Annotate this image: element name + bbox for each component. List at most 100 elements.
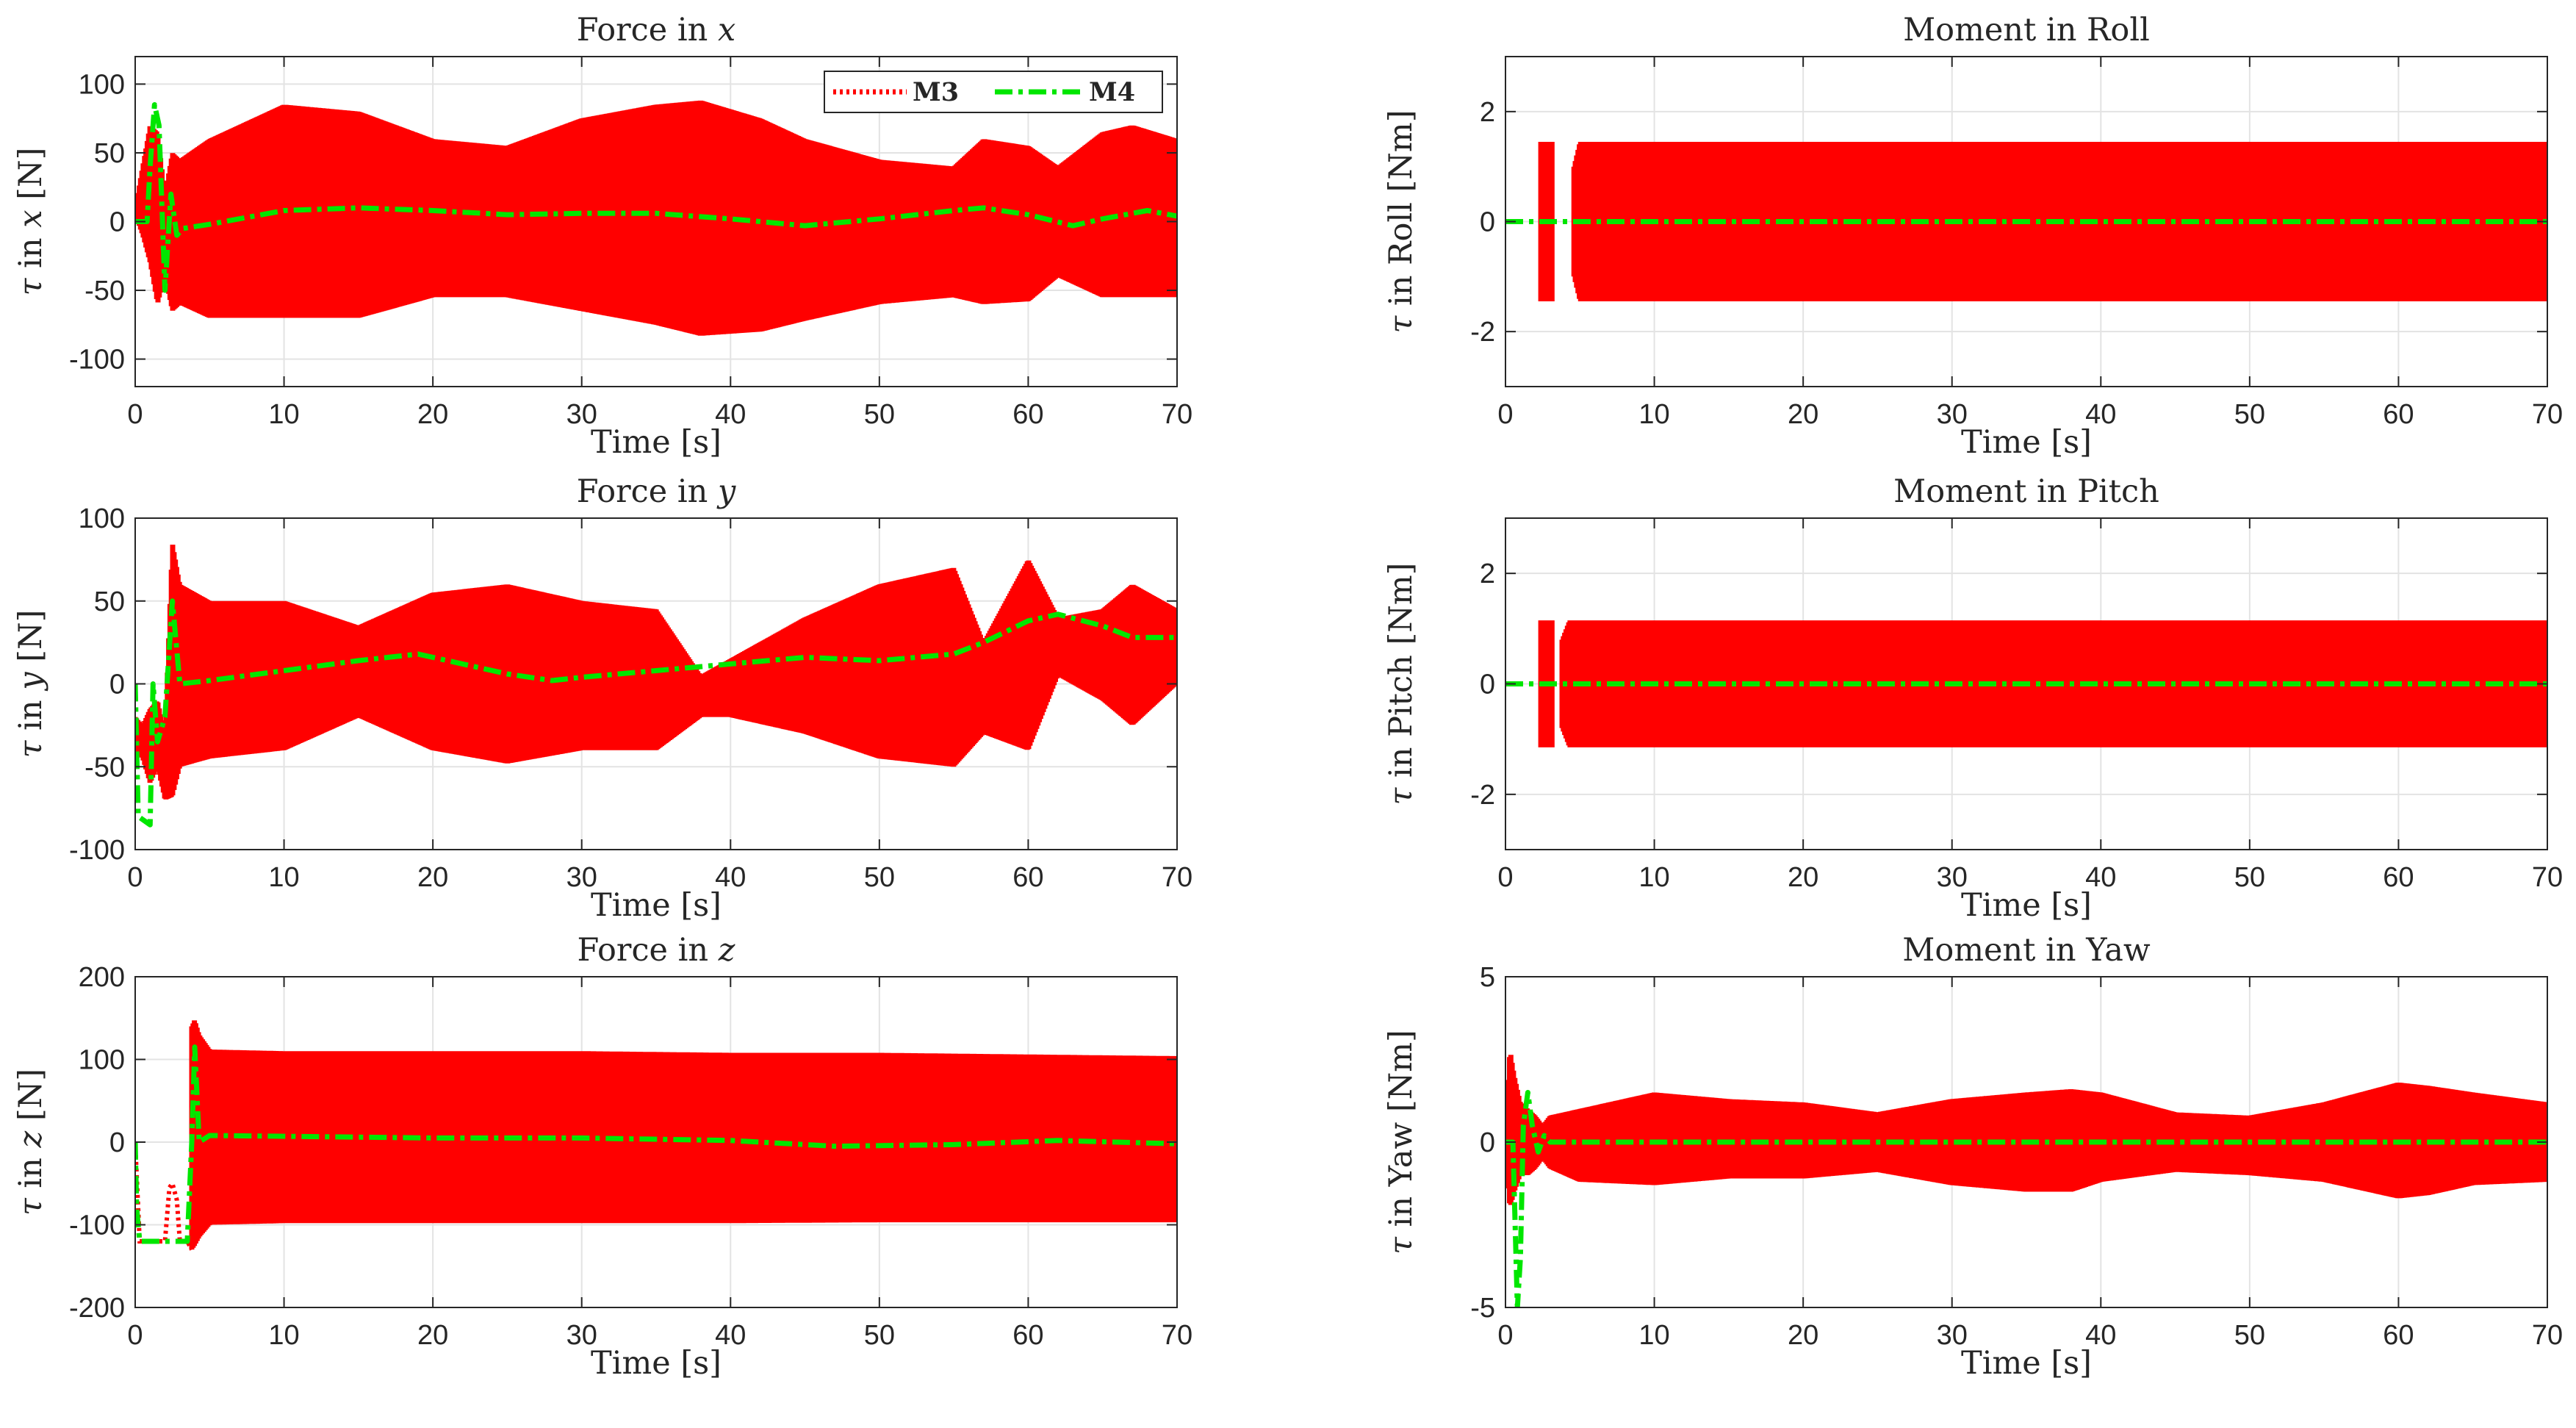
chart-fy: 0 10 20 30 40 50 60 70 -100 -50 0 50 100 Force in y Ti… [12, 473, 1192, 924]
x-tick-label: 50 [2234, 1320, 2265, 1351]
x-tick-label: 40 [2085, 1320, 2116, 1351]
x-tick-label: 0 [127, 862, 143, 893]
y-tick-label: 50 [94, 586, 125, 617]
x-tick-label: 50 [864, 1320, 895, 1351]
x-tick-label: 10 [1638, 862, 1669, 893]
y-axis-label: τ in Pitch [Nm] [1383, 563, 1420, 806]
x-tick-label: 20 [417, 1320, 448, 1351]
chart-fz: 0 10 20 30 40 50 60 70 -200 -100 0 100 200 Force in z… [12, 932, 1192, 1382]
chart-title: Moment in Roll [1903, 12, 2150, 49]
x-tick-label: 70 [2532, 862, 2563, 893]
x-tick-label: 10 [268, 1320, 299, 1351]
x-tick-label: 50 [864, 399, 895, 430]
x-axis-label: Time [s] [591, 887, 722, 924]
x-tick-label: 60 [1012, 399, 1043, 430]
chart-title: Force in x [577, 12, 736, 49]
series-M4-line [1505, 1090, 2547, 1307]
x-tick-label: 40 [715, 1320, 746, 1351]
x-tick-label: 60 [2383, 862, 2414, 893]
y-tick-label: -100 [69, 835, 125, 866]
y-tick-label: -50 [84, 752, 125, 783]
plot-series [1505, 620, 2547, 747]
y-tick-label: 200 [79, 962, 125, 993]
x-tick-label: 70 [1162, 862, 1192, 893]
x-tick-label: 60 [2383, 399, 2414, 430]
x-tick-label: 10 [1638, 1320, 1669, 1351]
series-M4-line [135, 102, 1177, 293]
x-axis-label: Time [s] [1961, 1345, 2092, 1382]
x-tick-label: 30 [1937, 399, 1968, 430]
y-tick-label: 0 [1480, 207, 1495, 238]
x-tick-label: 60 [2383, 1320, 2414, 1351]
y-tick-label: -100 [69, 1210, 125, 1241]
chart-title: Moment in Pitch [1893, 473, 2159, 510]
x-tick-label: 10 [268, 862, 299, 893]
x-axis-label: Time [s] [591, 424, 722, 461]
x-tick-label: 40 [2085, 862, 2116, 893]
y-tick-label: 0 [1480, 1127, 1495, 1158]
x-tick-label: 40 [2085, 399, 2116, 430]
x-tick-label: 20 [1788, 862, 1818, 893]
x-axis-label: Time [s] [1961, 887, 2092, 924]
y-tick-label: 2 [1480, 559, 1495, 589]
plot-series [135, 1020, 1177, 1251]
x-tick-label: 10 [268, 399, 299, 430]
x-tick-label: 40 [715, 399, 746, 430]
y-tick-label: 100 [79, 503, 125, 534]
series-M4-line [135, 1044, 1177, 1244]
chart-mroll: 0 10 20 30 40 50 60 70 -2 0 2 Moment in Roll Time [s… [1383, 12, 2563, 461]
y-tick-label: 0 [109, 1127, 125, 1158]
chart-mpitch: 0 10 20 30 40 50 60 70 -2 0 2 Moment in Pitch Time [… [1383, 473, 2563, 924]
y-axis-label: τ in z [N] [12, 1069, 49, 1216]
y-axis-label: τ in Yaw [Nm] [1383, 1030, 1420, 1255]
x-tick-label: 20 [1788, 399, 1818, 430]
x-tick-label: 0 [127, 399, 143, 430]
x-tick-label: 10 [1638, 399, 1669, 430]
plot-series [1505, 142, 2547, 301]
y-tick-label: -50 [84, 276, 125, 306]
x-axis-label: Time [s] [591, 1345, 722, 1382]
legend: M3 M4 [824, 71, 1163, 113]
x-tick-label: 30 [1937, 1320, 1968, 1351]
x-tick-label: 0 [127, 1320, 143, 1351]
x-tick-label: 70 [1162, 1320, 1192, 1351]
plot-series [135, 100, 1177, 336]
y-tick-label: 0 [109, 207, 125, 238]
x-tick-label: 30 [1937, 862, 1968, 893]
y-tick-label: -2 [1470, 317, 1495, 348]
x-tick-label: 30 [566, 862, 597, 893]
x-tick-label: 60 [1012, 862, 1043, 893]
x-tick-label: 20 [1788, 1320, 1818, 1351]
plot-series [1505, 1055, 2547, 1307]
x-axis-label: Time [s] [1961, 424, 2092, 461]
x-tick-label: 30 [566, 1320, 597, 1351]
y-axis-label: τ in x [N] [12, 148, 49, 296]
x-tick-label: 30 [566, 399, 597, 430]
y-tick-label: -5 [1470, 1293, 1495, 1324]
x-tick-label: 50 [2234, 862, 2265, 893]
y-axis-label: τ in Roll [Nm] [1383, 110, 1420, 334]
x-tick-label: 20 [417, 399, 448, 430]
chart-fx: 0 10 20 30 40 50 60 70 -100 -50 0 50 100 Force in x Ti… [12, 12, 1192, 461]
x-tick-label: 40 [715, 862, 746, 893]
x-tick-label: 0 [1497, 399, 1513, 430]
y-tick-label: -100 [69, 345, 125, 376]
y-tick-label: -2 [1470, 780, 1495, 811]
x-tick-label: 50 [2234, 399, 2265, 430]
y-tick-label: 5 [1480, 962, 1495, 993]
x-tick-label: 20 [417, 862, 448, 893]
legend-label-M4: M4 [1089, 77, 1135, 107]
y-tick-label: 100 [79, 69, 125, 100]
y-tick-label: 0 [1480, 670, 1495, 700]
x-tick-label: 70 [1162, 399, 1192, 430]
chart-title: Moment in Yaw [1902, 932, 2151, 969]
y-axis-label: τ in y [N] [12, 610, 49, 758]
legend-label-M3: M3 [913, 77, 959, 107]
chart-title: Force in y [577, 473, 736, 510]
y-tick-label: 2 [1480, 97, 1495, 128]
x-tick-label: 50 [864, 862, 895, 893]
x-tick-label: 0 [1497, 862, 1513, 893]
chart-title: Force in z [578, 932, 735, 969]
y-tick-label: -200 [69, 1293, 125, 1324]
